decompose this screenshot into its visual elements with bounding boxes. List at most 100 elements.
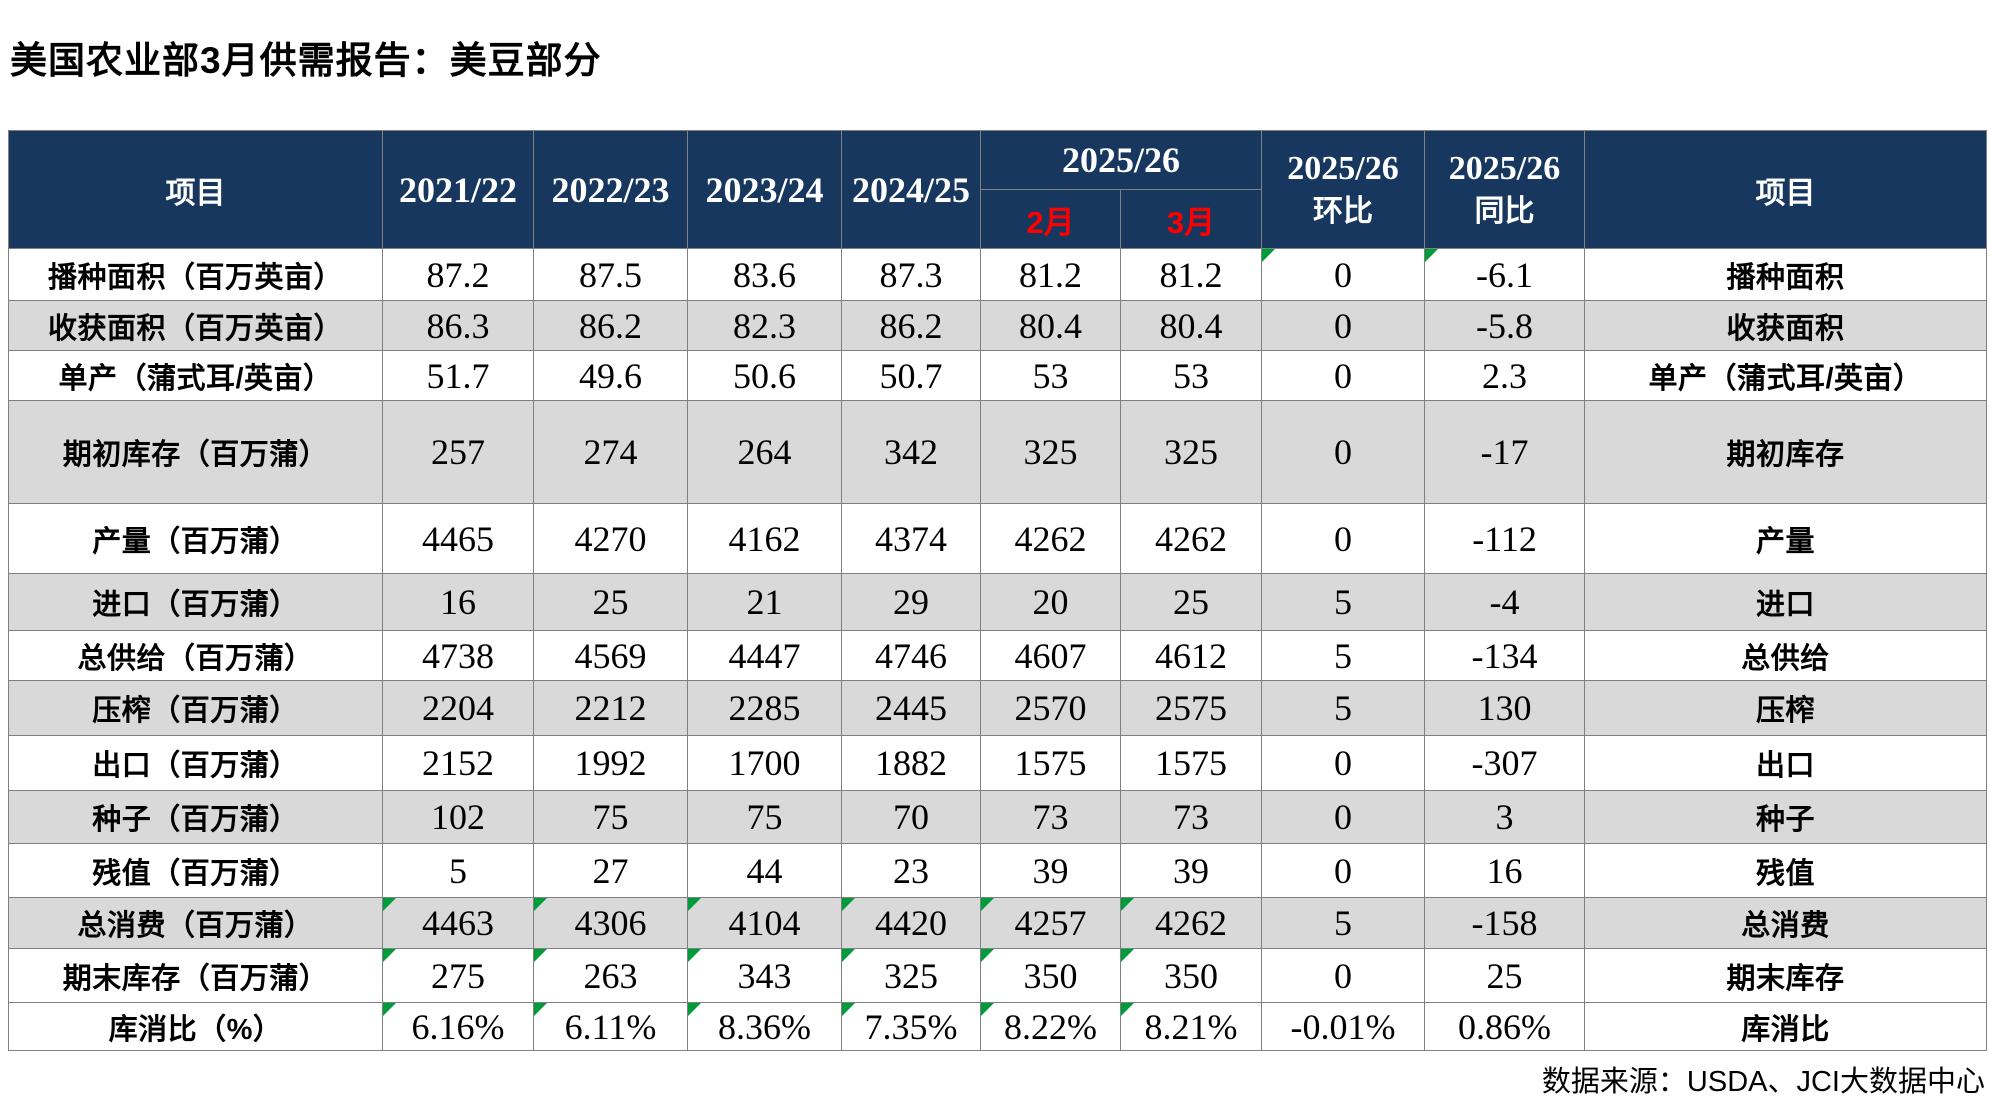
header-year-2022-23: 2022/23 bbox=[533, 130, 688, 249]
header-row-top: 项目 2021/22 2022/23 2023/24 2024/25 2025/… bbox=[8, 130, 1988, 249]
table-row: 期初库存（百万蒲） 257 274 264 342 325 325 0 -17 期初库存 bbox=[8, 400, 1988, 504]
value-cell: 4374 bbox=[841, 503, 981, 574]
table-row: 出口（百万蒲） 2152 1992 1700 1882 1575 1575 0 -307 出口 bbox=[8, 735, 1988, 791]
value-cell: 50.6 bbox=[687, 350, 842, 401]
value-cell: -6.1 bbox=[1424, 248, 1586, 301]
value-cell: 70 bbox=[841, 790, 981, 844]
value-cell: 2570 bbox=[980, 680, 1121, 736]
table-row: 收获面积（百万英亩） 86.3 86.2 82.3 86.2 80.4 80.4 0 -5.8 收… bbox=[8, 300, 1988, 351]
green-corner-marker bbox=[383, 1003, 396, 1016]
value-cell: 86.2 bbox=[533, 300, 688, 351]
header-mom-year: 2025/26 bbox=[1287, 150, 1399, 188]
value-cell: -134 bbox=[1424, 630, 1586, 681]
value-cell: 81.2 bbox=[980, 248, 1121, 301]
value-cell: 2445 bbox=[841, 680, 981, 736]
value-cell: -158 bbox=[1424, 897, 1586, 949]
header-item-left: 项目 bbox=[8, 130, 383, 249]
value-cell: 8.36% bbox=[687, 1002, 842, 1051]
value-cell: 350 bbox=[980, 948, 1121, 1003]
value-cell: -0.01% bbox=[1261, 1002, 1426, 1051]
value-cell: 23 bbox=[841, 843, 981, 898]
value-cell: 4746 bbox=[841, 630, 981, 681]
value-cell: 80.4 bbox=[1119, 300, 1263, 351]
value-cell: 0 bbox=[1261, 400, 1426, 504]
value-cell: 16 bbox=[382, 573, 534, 631]
value-cell: 5 bbox=[1261, 630, 1426, 681]
green-corner-marker bbox=[534, 1003, 547, 1016]
table-row: 进口（百万蒲） 16 25 21 29 20 25 5 -4 进口 bbox=[8, 573, 1988, 631]
row-label-right: 收获面积 bbox=[1584, 300, 1988, 351]
value-cell: 4465 bbox=[382, 503, 534, 574]
row-label-left: 期末库存（百万蒲） bbox=[8, 948, 383, 1003]
row-label-right: 播种面积 bbox=[1584, 248, 1988, 301]
green-corner-marker bbox=[688, 949, 701, 962]
value-cell: 4162 bbox=[687, 503, 842, 574]
value-cell: 16 bbox=[1424, 843, 1586, 898]
value-cell: 80.4 bbox=[980, 300, 1121, 351]
green-corner-marker bbox=[688, 898, 701, 911]
value-cell: 4262 bbox=[1119, 897, 1263, 949]
header-item-right: 项目 bbox=[1584, 130, 1988, 249]
value-cell: 5 bbox=[1261, 573, 1426, 631]
row-label-left: 收获面积（百万英亩） bbox=[8, 300, 383, 351]
value-cell: 50.7 bbox=[841, 350, 981, 401]
value-cell: 82.3 bbox=[687, 300, 842, 351]
value-cell: 274 bbox=[533, 400, 688, 504]
row-label-left: 总供给（百万蒲） bbox=[8, 630, 383, 681]
value-cell: 53 bbox=[1119, 350, 1263, 401]
header-row-months: 2月 3月 bbox=[9, 189, 1987, 249]
value-cell: 4306 bbox=[533, 897, 688, 949]
value-cell: 263 bbox=[533, 948, 688, 1003]
value-cell: 0 bbox=[1261, 790, 1426, 844]
value-cell: 2575 bbox=[1119, 680, 1263, 736]
table-row: 库消比（%） 6.16% 6.11% 8.36% 7.35% 8.22% 8.21% -0.0… bbox=[8, 1002, 1988, 1051]
value-cell: 87.5 bbox=[533, 248, 688, 301]
value-cell: 39 bbox=[1119, 843, 1263, 898]
value-cell: 86.2 bbox=[841, 300, 981, 351]
value-cell: 0 bbox=[1261, 248, 1426, 301]
table-row: 产量（百万蒲） 4465 4270 4162 4374 4262 4262 0 -112 产量 bbox=[8, 503, 1988, 574]
table-row: 压榨（百万蒲） 2204 2212 2285 2445 2570 2575 5 130 压榨 bbox=[8, 680, 1988, 736]
value-cell: 102 bbox=[382, 790, 534, 844]
value-cell: -17 bbox=[1424, 400, 1586, 504]
green-corner-marker bbox=[981, 949, 994, 962]
row-label-left: 压榨（百万蒲） bbox=[8, 680, 383, 736]
green-corner-marker bbox=[534, 949, 547, 962]
row-label-right: 残值 bbox=[1584, 843, 1988, 898]
row-label-left: 出口（百万蒲） bbox=[8, 735, 383, 791]
row-label-right: 产量 bbox=[1584, 503, 1988, 574]
value-cell: 44 bbox=[687, 843, 842, 898]
green-corner-marker bbox=[842, 898, 855, 911]
table-row: 总供给（百万蒲） 4738 4569 4447 4746 4607 4612 5 -134 总供给 bbox=[8, 630, 1988, 681]
green-corner-marker bbox=[383, 898, 396, 911]
table-row: 播种面积（百万英亩） 87.2 87.5 83.6 87.3 81.2 81.2 0 -6.1 播… bbox=[8, 248, 1988, 301]
header-year-2023-24: 2023/24 bbox=[687, 130, 842, 249]
value-cell: 4463 bbox=[382, 897, 534, 949]
row-label-right: 种子 bbox=[1584, 790, 1988, 844]
value-cell: 2.3 bbox=[1424, 350, 1586, 401]
value-cell: 3 bbox=[1424, 790, 1586, 844]
green-corner-marker bbox=[1262, 249, 1276, 262]
value-cell: 325 bbox=[980, 400, 1121, 504]
green-corner-marker bbox=[688, 1003, 701, 1016]
value-cell: 0 bbox=[1261, 350, 1426, 401]
value-cell: 2212 bbox=[533, 680, 688, 736]
value-cell: 4104 bbox=[687, 897, 842, 949]
row-label-right: 出口 bbox=[1584, 735, 1988, 791]
value-cell: 6.11% bbox=[533, 1002, 688, 1051]
value-cell: 343 bbox=[687, 948, 842, 1003]
value-cell: 86.3 bbox=[382, 300, 534, 351]
row-label-right: 库消比 bbox=[1584, 1002, 1988, 1051]
value-cell: 4420 bbox=[841, 897, 981, 949]
value-cell: 20 bbox=[980, 573, 1121, 631]
value-cell: -5.8 bbox=[1424, 300, 1586, 351]
value-cell: 73 bbox=[980, 790, 1121, 844]
value-cell: 4607 bbox=[980, 630, 1121, 681]
row-label-right: 进口 bbox=[1584, 573, 1988, 631]
table-row: 总消费（百万蒲） 4463 4306 4104 4420 4257 4262 5 -158 总消费 bbox=[8, 897, 1988, 949]
value-cell: 73 bbox=[1119, 790, 1263, 844]
value-cell: 1992 bbox=[533, 735, 688, 791]
value-cell: 83.6 bbox=[687, 248, 842, 301]
value-cell: 4257 bbox=[980, 897, 1121, 949]
value-cell: 4262 bbox=[980, 503, 1121, 574]
